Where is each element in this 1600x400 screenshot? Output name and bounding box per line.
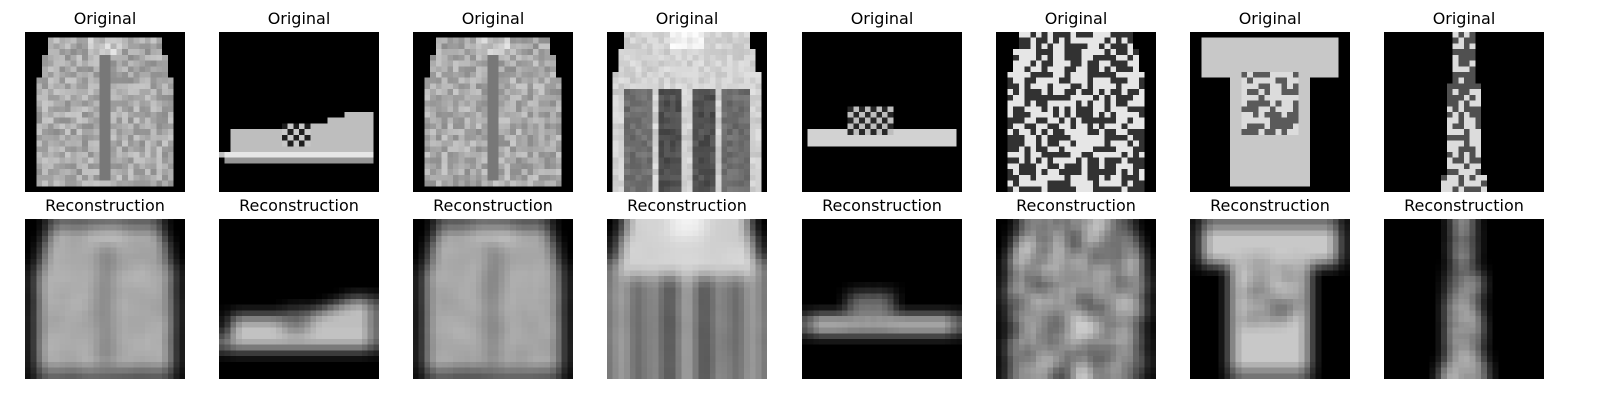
original-panel-2: Original — [219, 8, 379, 192]
reconstruction-title: Reconstruction — [1404, 196, 1524, 215]
original-panel-1: Original — [25, 8, 185, 192]
reconstruction-image-patterned-dress — [1384, 219, 1544, 379]
reconstruction-image-sneaker — [219, 219, 379, 379]
original-image-graphic-tshirt — [1190, 32, 1350, 192]
reconstruction-panel-5: Reconstruction — [802, 195, 962, 379]
reconstruction-panel-8: Reconstruction — [1384, 195, 1544, 379]
reconstruction-title: Reconstruction — [1016, 196, 1136, 215]
original-panel-5: Original — [802, 8, 962, 192]
reconstruction-panel-1: Reconstruction — [25, 195, 185, 379]
reconstruction-panel-6: Reconstruction — [996, 195, 1156, 379]
original-title: Original — [1238, 9, 1302, 28]
original-title: Original — [850, 9, 914, 28]
reconstruction-title: Reconstruction — [45, 196, 165, 215]
reconstruction-title: Reconstruction — [822, 196, 942, 215]
reconstruction-title: Reconstruction — [433, 196, 553, 215]
reconstruction-image-patterned-sweater — [996, 219, 1156, 379]
original-image-patterned-sweater — [996, 32, 1156, 192]
reconstruction-panel-2: Reconstruction — [219, 195, 379, 379]
original-panel-6: Original — [996, 8, 1156, 192]
original-panel-3: Original — [413, 8, 573, 192]
original-panel-4: Original — [607, 8, 767, 192]
original-title: Original — [461, 9, 525, 28]
original-image-varsity-jacket — [607, 32, 767, 192]
original-image-hoodie — [413, 32, 573, 192]
original-image-jacket — [25, 32, 185, 192]
original-title: Original — [1044, 9, 1108, 28]
reconstruction-title: Reconstruction — [627, 196, 747, 215]
reconstruction-panel-7: Reconstruction — [1190, 195, 1350, 379]
reconstruction-image-jacket — [25, 219, 185, 379]
reconstruction-image-hoodie — [413, 219, 573, 379]
original-panel-8: Original — [1384, 8, 1544, 192]
original-title: Original — [1432, 9, 1496, 28]
original-image-patterned-dress — [1384, 32, 1544, 192]
original-title: Original — [655, 9, 719, 28]
reconstruction-title: Reconstruction — [1210, 196, 1330, 215]
reconstruction-image-varsity-jacket — [607, 219, 767, 379]
reconstruction-title: Reconstruction — [239, 196, 359, 215]
original-image-slide-sandal — [802, 32, 962, 192]
reconstruction-image-graphic-tshirt — [1190, 219, 1350, 379]
reconstruction-image-slide-sandal — [802, 219, 962, 379]
original-panel-7: Original — [1190, 8, 1350, 192]
original-image-sneaker — [219, 32, 379, 192]
reconstruction-panel-3: Reconstruction — [413, 195, 573, 379]
reconstruction-panel-4: Reconstruction — [607, 195, 767, 379]
original-title: Original — [73, 9, 137, 28]
original-title: Original — [267, 9, 331, 28]
